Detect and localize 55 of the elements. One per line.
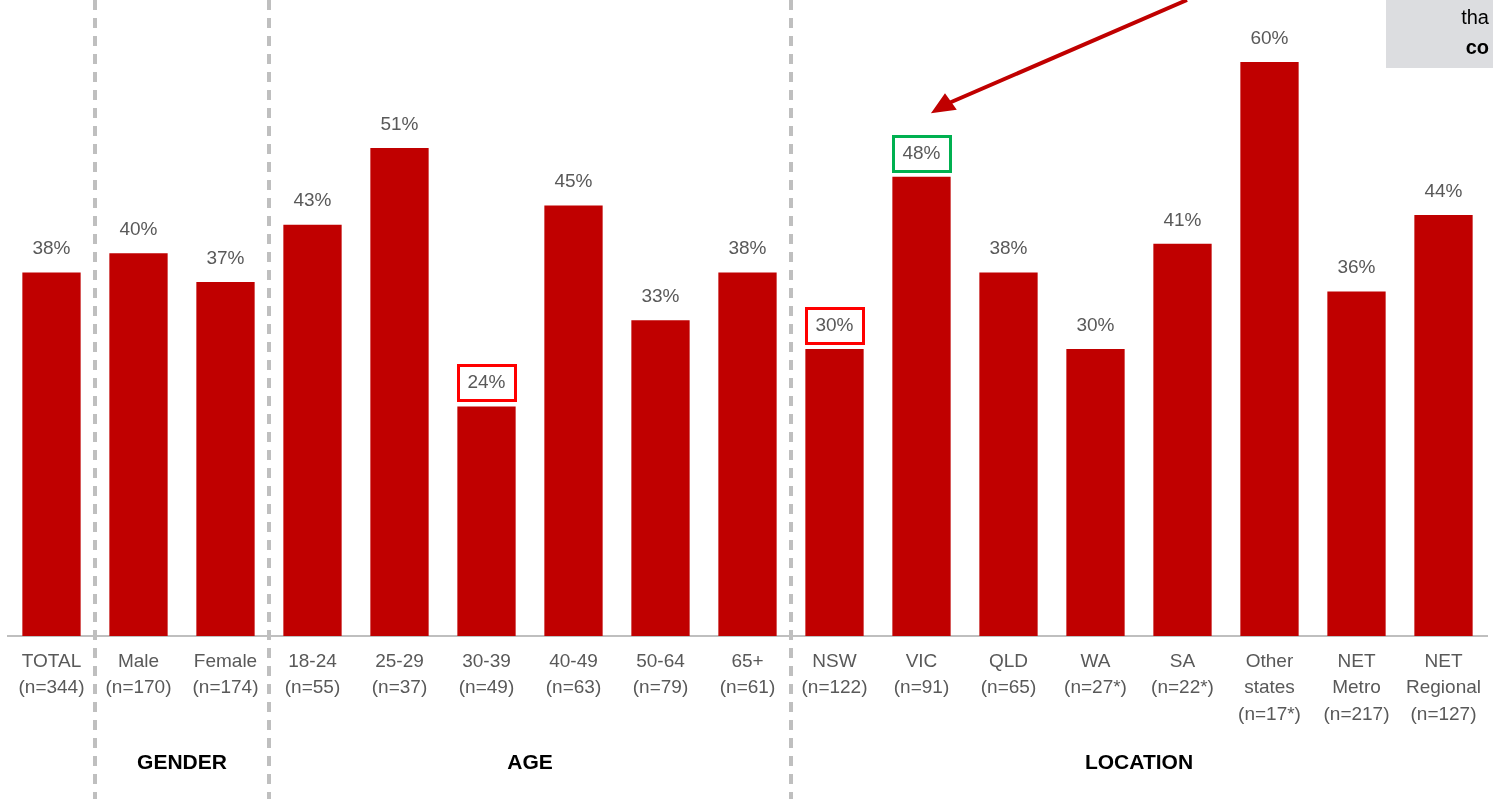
text: GENDER: [137, 749, 227, 773]
bar: [1240, 62, 1299, 636]
data-label: 38%: [989, 237, 1028, 259]
x-tick-label: 30-39 (n=49): [458, 649, 515, 698]
data-label: 45%: [554, 170, 593, 192]
data-label: 33%: [641, 285, 680, 307]
x-tick-label: 40-49 (n=63): [545, 649, 602, 698]
x-tick-label: 50-64 (n=79): [632, 649, 689, 698]
bar: [196, 282, 255, 636]
x-tick-label: NSW (n=122): [801, 649, 868, 698]
data-label: 30%: [815, 313, 854, 335]
data-label: 41%: [1163, 208, 1202, 230]
data-label: 36%: [1337, 256, 1376, 278]
bar: [457, 406, 516, 636]
bar: [1327, 291, 1386, 636]
text: LOCATION: [1084, 749, 1194, 773]
x-tick-label: Other states (n=17*): [1238, 649, 1301, 724]
data-label: 43%: [293, 189, 332, 211]
bar: [718, 272, 777, 636]
bar: [283, 224, 342, 636]
bar: [1153, 243, 1212, 636]
data-label: 38%: [32, 237, 71, 259]
bar: [109, 253, 168, 636]
bar: [979, 272, 1038, 636]
bar: [1066, 349, 1125, 636]
x-tick-label: Female (n=174): [192, 649, 259, 698]
data-label: 48%: [902, 141, 941, 163]
x-tick-label: QLD (n=65): [980, 649, 1037, 698]
bar: [1414, 215, 1473, 636]
bar: [631, 320, 690, 636]
x-tick-label: VIC (n=91): [893, 649, 950, 698]
bar: [370, 148, 429, 636]
bar: [892, 176, 951, 636]
callout-box: tha co: [1386, 0, 1493, 68]
x-tick-label: WA (n=27*): [1064, 649, 1127, 698]
data-label: 40%: [119, 218, 158, 240]
text: AGE: [507, 749, 553, 773]
bar: [805, 349, 864, 636]
x-tick-label: 18-24 (n=55): [284, 649, 341, 698]
x-tick-label: TOTAL (n=344): [18, 649, 85, 698]
bar: [22, 272, 81, 636]
data-label: 51%: [380, 112, 419, 134]
bar: [544, 205, 603, 636]
data-label: 24%: [467, 371, 506, 393]
x-tick-label: 25-29 (n=37): [371, 649, 428, 698]
x-tick-label: NET Metro (n=217): [1323, 649, 1390, 724]
x-tick-label: 65+ (n=61): [719, 649, 776, 698]
x-tick-label: Male (n=170): [105, 649, 172, 698]
data-label: 30%: [1076, 313, 1115, 335]
data-label: 38%: [728, 237, 767, 259]
data-label: 60%: [1250, 26, 1289, 48]
x-tick-label: NET Regional (n=127): [1406, 649, 1481, 724]
data-label: 37%: [206, 246, 245, 268]
data-label: 44%: [1424, 179, 1463, 201]
x-tick-label: SA (n=22*): [1151, 649, 1214, 698]
